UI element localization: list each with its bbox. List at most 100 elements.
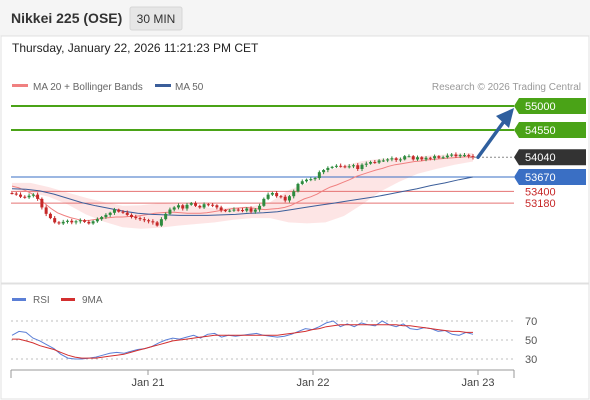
candle-body (172, 207, 176, 210)
candle-body (211, 204, 215, 206)
candle-body (74, 221, 78, 223)
candle-body (279, 196, 283, 198)
candle-body (117, 209, 121, 212)
candle-body (36, 194, 40, 199)
candle-body (159, 219, 163, 226)
bollinger-band-area (12, 153, 473, 229)
rsi-tick-70: 70 (525, 316, 537, 328)
rsi-panel (0, 283, 590, 400)
candle-body (125, 212, 129, 215)
candle-body (343, 166, 347, 168)
candle-body (420, 157, 424, 160)
candlesticks (10, 152, 475, 227)
candle-body (134, 217, 138, 219)
candle-body (360, 164, 364, 169)
candle-body (356, 165, 360, 169)
candle-body (253, 209, 257, 212)
candle-body (441, 157, 445, 159)
candle-body (19, 194, 23, 197)
candle-body (369, 162, 373, 164)
candle-body (198, 205, 202, 208)
candle-body (168, 209, 172, 214)
candle-body (347, 166, 351, 168)
candle-body (292, 191, 296, 197)
candle-body (339, 165, 343, 167)
time-axis: Jan 21 Jan 22 Jan 23 (10, 369, 515, 389)
candle-body (445, 155, 449, 158)
candle-body (317, 172, 321, 179)
candle-body (287, 196, 291, 201)
rsi-lines: 70 50 30 (11, 316, 537, 366)
candle-body (155, 222, 159, 226)
ma9-legend-label: 9MA (82, 295, 103, 306)
credit-label: Research © 2026 Trading Central (432, 82, 581, 93)
forecast-arrow-shaft (476, 118, 507, 159)
time-tick-label: Jan 21 (131, 377, 164, 389)
candle-body (78, 220, 82, 222)
interval-selector[interactable] (129, 6, 183, 31)
candle-body (23, 196, 27, 198)
candle-body (142, 219, 146, 221)
candle-body (313, 178, 317, 180)
candle-body (305, 179, 309, 182)
candle-body (241, 210, 244, 212)
header-bar (0, 0, 590, 36)
candle-body (181, 205, 185, 209)
rsi-tick-50: 50 (525, 335, 537, 347)
candle-body (83, 220, 87, 222)
candle-body (108, 212, 112, 215)
ma50-legend-label: MA 50 (175, 82, 204, 93)
candle-body (104, 214, 108, 218)
candle-body (270, 193, 274, 195)
time-tick-label: Jan 22 (296, 377, 329, 389)
ma20-legend-label: MA 20 + Bollinger Bands (33, 82, 143, 93)
candle-body (202, 204, 206, 208)
level-label-53670: 53670 (525, 172, 556, 184)
candle-body (266, 194, 270, 199)
candle-body (407, 156, 411, 158)
level-label-55000: 55000 (525, 101, 556, 113)
interval-label: 30 MIN (137, 12, 176, 26)
level-tag-54550 (514, 122, 586, 139)
forecast-arrow (476, 108, 514, 159)
candle-body (31, 194, 35, 196)
candle-body (322, 170, 326, 173)
candle-body (296, 183, 300, 192)
candle-body (398, 159, 402, 161)
candle-body (223, 210, 227, 212)
candle-body (61, 221, 65, 224)
candle-body (10, 193, 14, 195)
level-label-54040: 54040 (525, 152, 556, 164)
price-panel (0, 35, 590, 284)
candle-body (27, 195, 31, 198)
candle-body (189, 203, 193, 205)
bollinger-band (12, 153, 473, 229)
candle-body (121, 211, 125, 213)
rsi-tick-30: 30 (525, 354, 537, 366)
ma20-legend-swatch (12, 84, 28, 87)
candle-body (48, 213, 52, 219)
rsi-legend-swatch (12, 298, 26, 301)
candle-body (57, 222, 61, 224)
ma50-line (11, 176, 474, 216)
candle-body (176, 205, 180, 208)
candle-body (403, 156, 407, 160)
candle-body (330, 166, 334, 168)
candle-body (44, 207, 48, 214)
candle-body (65, 220, 69, 222)
candle-body (300, 181, 304, 184)
candle-body (232, 209, 236, 211)
candle-body (249, 208, 253, 212)
candle-body (100, 217, 104, 220)
candle-body (151, 221, 155, 223)
candle-body (138, 218, 142, 220)
level-label-53400: 53400 (525, 186, 556, 198)
candle-body (462, 155, 466, 157)
rsi-legend-label: RSI (33, 295, 50, 306)
level-label-54550: 54550 (525, 125, 556, 137)
candle-body (262, 198, 266, 206)
candle-body (258, 205, 262, 210)
candle-body (377, 160, 381, 163)
